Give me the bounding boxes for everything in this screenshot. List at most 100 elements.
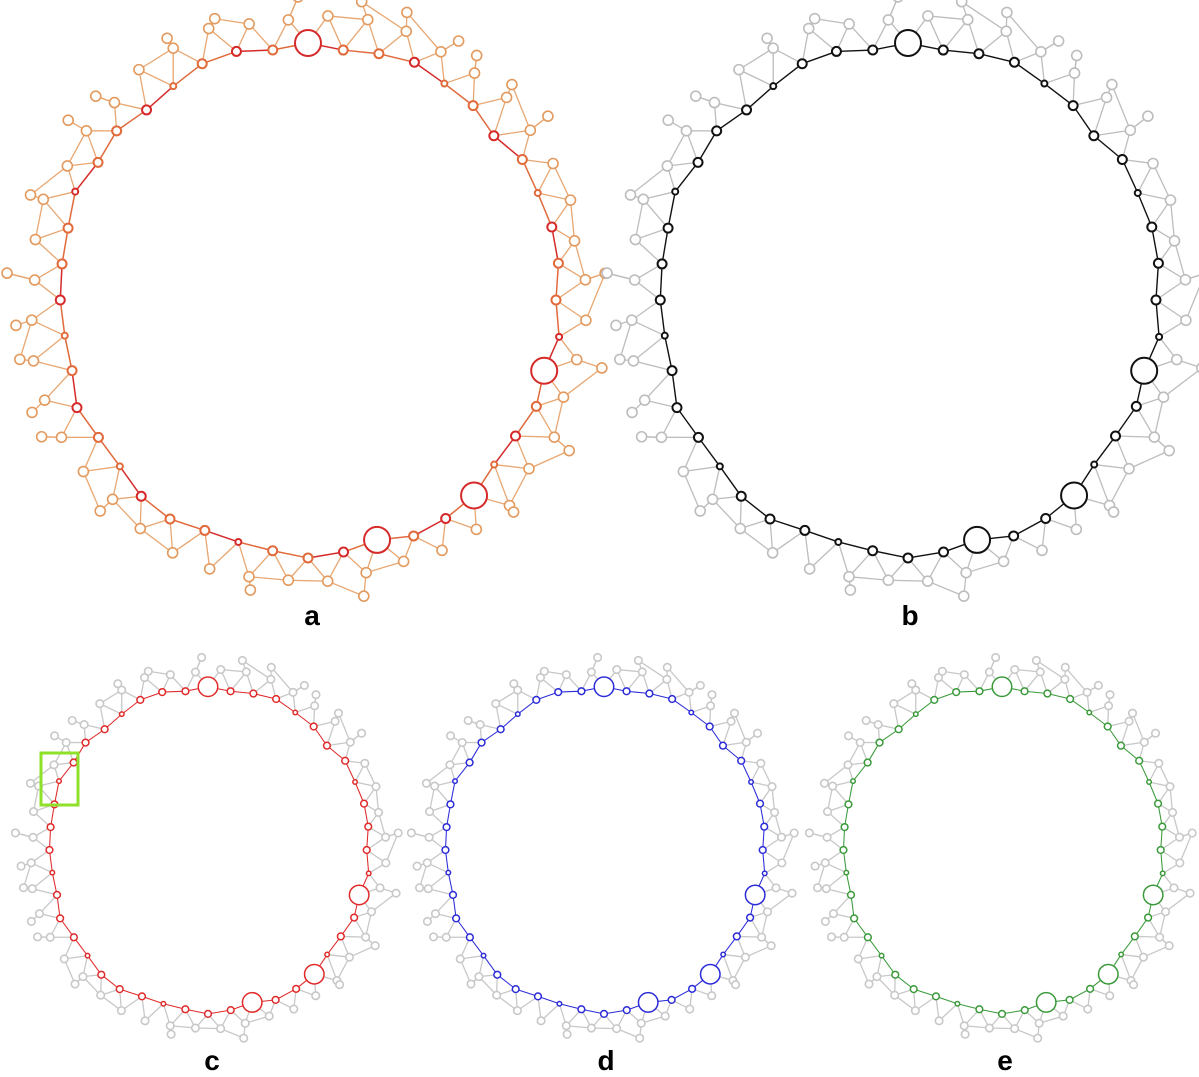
mesh-node: [828, 909, 839, 919]
mesh-node: [1060, 662, 1070, 672]
mesh-node: [707, 690, 717, 700]
network-edge: [1093, 464, 1111, 506]
network-edge: [493, 435, 517, 466]
ring-node: [552, 257, 564, 269]
mesh-node: [1124, 124, 1137, 137]
mesh-node: [166, 547, 179, 559]
mesh-node: [1104, 701, 1114, 711]
ring-node: [442, 822, 451, 832]
ring-node: [891, 970, 900, 979]
network-edge: [671, 370, 678, 408]
network-edge: [644, 370, 673, 401]
mesh-node: [422, 858, 432, 868]
mesh-node: [62, 114, 74, 127]
ring-node: [294, 29, 322, 58]
mesh-node: [165, 1021, 175, 1031]
mesh-node: [468, 67, 481, 79]
ring-node: [81, 738, 90, 747]
mesh-node: [457, 737, 467, 748]
network-edge: [1013, 517, 1047, 537]
ring-node: [302, 552, 314, 564]
ring-node: [850, 914, 859, 923]
network-edge: [634, 239, 663, 265]
network-edge: [740, 495, 771, 520]
mesh-node: [34, 909, 45, 919]
network-edge: [33, 335, 66, 362]
mesh-node: [311, 690, 321, 700]
mesh-node: [25, 314, 38, 326]
ring-node: [662, 222, 674, 234]
network-edge: [907, 551, 944, 559]
mesh-node: [26, 406, 38, 419]
mesh-node: [167, 42, 179, 54]
network-edge: [943, 49, 979, 55]
ring-node: [699, 963, 721, 985]
mesh-node: [165, 670, 175, 680]
ring-node: [912, 711, 919, 718]
ring-node: [141, 104, 153, 116]
ring-node: [373, 48, 385, 60]
mesh-node: [741, 737, 751, 747]
ring-node: [843, 869, 850, 876]
ring-node: [839, 845, 848, 855]
mesh-node: [421, 778, 431, 788]
ring-node: [267, 545, 279, 557]
mesh-node: [708, 96, 721, 109]
ring-node: [732, 932, 741, 941]
network-edge: [204, 530, 211, 569]
ring-node: [546, 221, 558, 233]
network-edge: [553, 397, 565, 438]
mesh-node: [1150, 728, 1161, 738]
ring-node: [271, 694, 281, 704]
mesh-node: [821, 884, 831, 894]
network-edge: [508, 468, 530, 506]
mesh-node: [445, 760, 455, 770]
mesh-node: [893, 0, 903, 3]
mesh-node: [1139, 737, 1149, 747]
ring-node: [160, 1000, 167, 1007]
mesh-node: [729, 708, 740, 718]
ring-node: [460, 481, 489, 510]
ring-node: [510, 430, 522, 442]
mesh-node: [570, 353, 583, 366]
network-edge: [642, 198, 669, 229]
mesh-node: [96, 990, 106, 1000]
mesh-node: [810, 861, 820, 871]
mesh-node: [1179, 273, 1192, 286]
mesh-node: [960, 566, 972, 579]
network-edge: [1114, 435, 1130, 469]
mesh-node: [734, 522, 747, 535]
ring-node: [1159, 870, 1166, 877]
ring-node: [975, 1005, 984, 1014]
ring-node: [530, 356, 559, 385]
mesh-node: [55, 431, 68, 444]
ring-node: [593, 676, 615, 698]
network-edge: [34, 239, 63, 265]
network-edge: [1135, 406, 1155, 438]
mesh-node: [1093, 680, 1103, 691]
mesh-node: [523, 462, 535, 475]
network-edge: [112, 498, 141, 529]
mesh-node: [959, 1021, 969, 1031]
mesh-node: [601, 267, 613, 279]
mesh-node: [19, 883, 29, 893]
mesh-node: [26, 916, 36, 926]
ring-node: [54, 294, 66, 306]
mesh-node: [143, 666, 153, 676]
ring-node: [930, 695, 939, 705]
network-edge: [349, 945, 376, 958]
network-edge: [801, 28, 810, 64]
ring-node: [303, 963, 325, 985]
network-edge: [555, 279, 586, 301]
mesh-node: [563, 444, 575, 457]
ring-node: [408, 530, 420, 542]
ring-node: [66, 365, 78, 377]
mesh-node: [67, 715, 77, 726]
mesh-node: [470, 523, 483, 536]
mesh-node: [1174, 832, 1185, 842]
mesh-node: [77, 465, 90, 478]
mesh-node: [108, 96, 121, 109]
network-edge: [659, 263, 663, 301]
ring-node: [1065, 995, 1074, 1005]
mesh-node: [1060, 674, 1070, 684]
